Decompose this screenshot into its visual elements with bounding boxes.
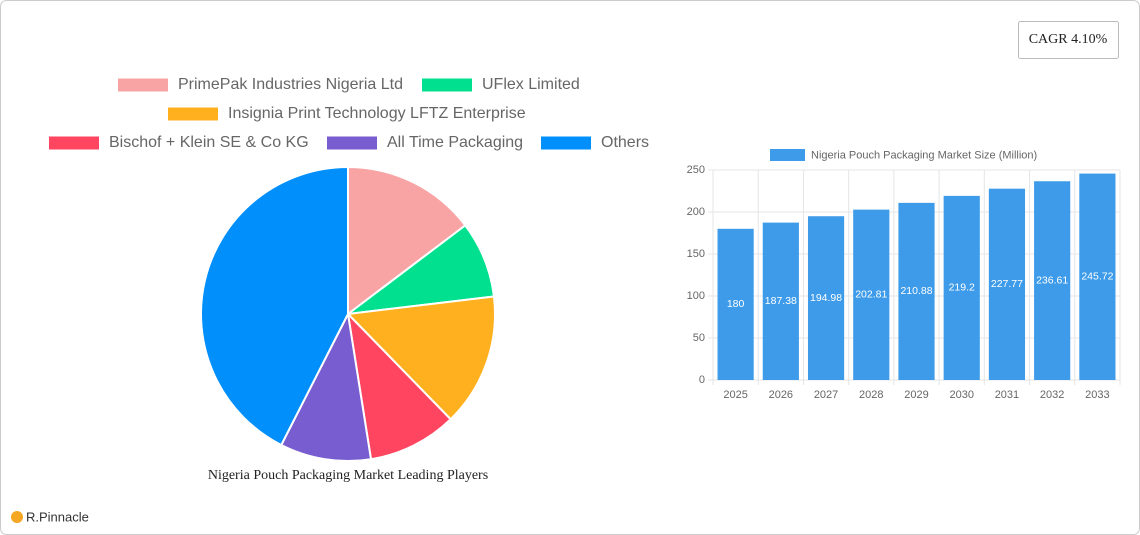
legend-label: Nigeria Pouch Packaging Market Size (Mil…	[811, 149, 1037, 161]
value-label: 236.61	[1036, 274, 1068, 286]
legend-label: All Time Packaging	[387, 134, 523, 151]
value-label: 227.77	[991, 278, 1023, 290]
legend-swatch	[327, 136, 377, 150]
x-tick-label: 2028	[859, 389, 883, 401]
legend-swatch	[168, 107, 218, 121]
value-label: 194.98	[810, 292, 842, 304]
legend-swatch	[541, 136, 591, 150]
legend-label: Others	[601, 134, 649, 151]
bar	[762, 222, 799, 380]
logo-icon	[11, 511, 23, 523]
x-tick-label: 2029	[904, 389, 928, 401]
bar	[1079, 173, 1116, 380]
pie-slice	[345, 295, 496, 421]
x-tick-label: 2033	[1085, 389, 1109, 401]
pie-title: Nigeria Pouch Packaging Market Leading P…	[208, 468, 488, 483]
logo: R.Pinnacle	[26, 509, 89, 524]
cagr-box	[1018, 21, 1119, 59]
pie-slice	[346, 311, 453, 461]
pie-slice	[347, 165, 467, 317]
legend-swatch	[49, 136, 99, 150]
legend-label: PrimePak Industries Nigeria Ltd	[178, 76, 403, 93]
value-label: 202.81	[855, 289, 887, 301]
bar	[717, 228, 754, 380]
y-tick-label: 100	[687, 290, 705, 302]
bar	[807, 216, 845, 380]
y-tick-label: 150	[687, 248, 705, 260]
bar	[898, 202, 935, 380]
legend-label: Insignia Print Technology LFTZ Enterpris…	[228, 105, 526, 122]
x-tick-label: 2025	[723, 389, 747, 401]
y-tick-label: 50	[693, 332, 705, 344]
x-tick-label: 2030	[949, 389, 973, 401]
legend-swatch	[770, 149, 805, 161]
x-tick-label: 2027	[814, 389, 838, 401]
bar	[853, 209, 890, 380]
pie-slice	[200, 165, 349, 447]
value-label: 210.88	[900, 285, 932, 297]
bar	[1034, 181, 1071, 380]
y-tick-label: 250	[687, 164, 705, 176]
bar	[988, 188, 1026, 380]
x-tick-label: 2032	[1040, 389, 1064, 401]
x-tick-label: 2026	[769, 389, 793, 401]
legend-label: UFlex Limited	[482, 76, 580, 93]
legend-label: Bischof + Klein SE & Co KG	[109, 134, 309, 151]
y-tick-label: 0	[699, 374, 705, 386]
legend-swatch	[422, 78, 472, 92]
value-label: 245.72	[1081, 271, 1113, 283]
bar	[943, 195, 980, 380]
cagr-badge: CAGR 4.10%	[1029, 32, 1108, 47]
value-label: 219.2	[949, 282, 975, 294]
value-label: 180	[727, 298, 745, 310]
y-tick-label: 200	[687, 206, 705, 218]
value-label: 187.38	[765, 295, 797, 307]
pie-slice	[279, 310, 373, 462]
legend-swatch	[118, 78, 168, 92]
x-tick-label: 2031	[995, 389, 1019, 401]
